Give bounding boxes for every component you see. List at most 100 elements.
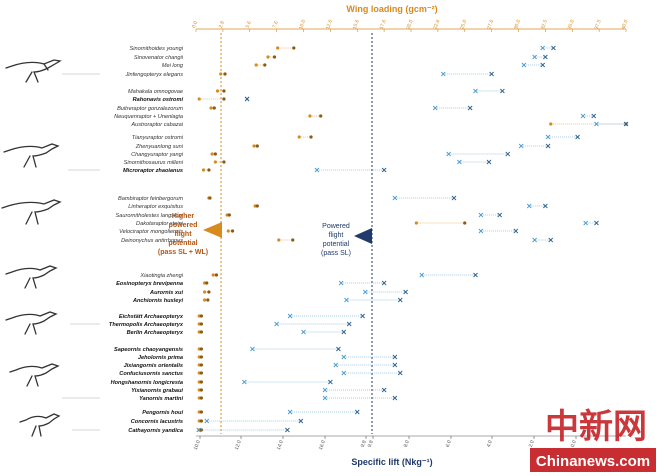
specific-lift-point-max <box>381 387 387 393</box>
specific-lift-point-min <box>526 203 532 209</box>
specific-lift-point-max <box>381 280 387 286</box>
top-tick-label: 27.6 <box>486 19 495 30</box>
specific-lift-point-max <box>397 370 403 376</box>
specific-lift-point-min <box>478 228 484 234</box>
specific-lift-point-max <box>486 159 492 165</box>
wing-loading-point-max <box>212 106 216 110</box>
specific-lift-point-max <box>505 151 511 157</box>
taxon-row: Sapeornis chaoyangensis <box>114 346 341 353</box>
bottom-tick-label: 16.0 <box>318 439 327 450</box>
wing-loading-point-max <box>291 238 295 242</box>
top-tick-label: 5.6 <box>245 20 253 29</box>
wing-loading-point-min <box>210 152 214 156</box>
taxon-name: Eichstätt Archaeopteryx <box>119 314 184 320</box>
wing-loading-point-max <box>222 97 226 101</box>
taxon-row: Microraptor zhaoianus <box>68 167 387 174</box>
annotation-line: potential <box>168 240 197 247</box>
taxon-name: Austroraptor cabazai <box>130 122 183 128</box>
taxon-row: Aurornis xui <box>149 289 408 296</box>
specific-lift-point-max <box>575 134 580 140</box>
watermark-english-text: Chinanews.com <box>536 453 650 470</box>
top-tick-label: 40.0 <box>621 19 630 30</box>
specific-lift-point-min <box>362 289 368 295</box>
wing-loading-point-max <box>199 314 203 318</box>
troodontid-silhouette-icon <box>5 59 62 83</box>
taxon-name: Sinovenator changii <box>134 55 184 61</box>
taxon-row: Cathayornis yandica <box>72 427 290 434</box>
taxon-row: Jinfengopteryx elegans <box>62 71 494 78</box>
taxon-row: Jeholornis prima <box>138 354 398 361</box>
specific-lift-point-min <box>521 62 527 68</box>
taxon-row: Thermopolis Archaeopteryx <box>70 321 352 328</box>
specific-lift-point-max <box>392 362 398 368</box>
annotation-line: Powered <box>322 223 350 230</box>
wing-loading-point-max <box>208 196 212 200</box>
specific-lift-point-min <box>532 237 537 243</box>
taxon-row: Anchiornis huxleyi <box>132 297 403 304</box>
wing-loading-point-min <box>226 229 230 233</box>
wing-loading-point-max <box>214 273 219 277</box>
wing-loading-arrow-icon <box>203 222 222 238</box>
dromaeosaur-2-silhouette-icon <box>1 199 62 225</box>
specific-lift-point-max <box>489 71 494 77</box>
wing-loading-point-max <box>230 229 235 233</box>
specific-lift-point-min <box>457 159 462 165</box>
top-tick-label: 17.6 <box>379 19 388 30</box>
taxon-row: Concornis lacustris <box>131 418 304 425</box>
taxa-rows: Sinornithoides youngi Sinovenator changii… <box>62 45 629 434</box>
wing-loading-point-max <box>309 135 313 139</box>
bottom-tick-label: 6.0 <box>445 439 453 448</box>
specific-lift-point-min <box>392 195 398 201</box>
taxon-row: Sinovenator changii <box>134 54 548 61</box>
top-tick-label: 35.0 <box>567 19 576 30</box>
bottom-tick-label: 0.0 <box>570 439 578 448</box>
specific-lift-potential-annotation: Powered flight potential (pass SL) <box>321 223 372 257</box>
specific-lift-point-max <box>623 121 629 127</box>
watermark-chinese-text: 中新网 <box>545 407 647 447</box>
taxon-row: Yixianornis grabaui <box>131 387 387 394</box>
taxon-name: Buitreraptor gonzalezorum <box>117 106 183 112</box>
wing-loading-point-max <box>255 144 259 148</box>
taxon-row: Buitreraptor gonzalezorum <box>117 105 473 112</box>
taxon-name: Jixiangornis orientalis <box>124 363 183 369</box>
wing-loading-point-min <box>197 97 201 101</box>
taxon-row: Xiaotingia zhengi <box>139 272 478 279</box>
bottom-tick-label: 8.0 <box>403 439 411 448</box>
specific-lift-point-min <box>532 54 537 60</box>
specific-lift-point-max <box>543 54 548 60</box>
bottom-tick-label: 9.8 <box>367 439 375 448</box>
taxon-name: Sinornithoides youngi <box>130 46 184 52</box>
wing-loading-point-min <box>213 160 217 164</box>
taxon-name: Aurornis xui <box>149 290 183 296</box>
specific-lift-point-max <box>545 143 551 149</box>
wing-loading-point-max <box>263 63 267 67</box>
wing-loading-point-max <box>463 221 467 225</box>
taxon-row: Yanornis martini <box>62 395 398 402</box>
specific-lift-point-max <box>591 113 597 119</box>
specific-lift-point-min <box>314 167 320 173</box>
specific-lift-point-max <box>551 45 556 51</box>
wing-loading-point-max <box>199 330 203 334</box>
taxon-row: Saurornitholestes langstoni <box>116 212 503 219</box>
specific-lift-point-min <box>540 45 546 51</box>
specific-lift-point-min <box>580 113 586 119</box>
wing-loading-point-min <box>308 114 312 118</box>
wing-loading-point-max <box>199 380 203 384</box>
specific-lift-point-min <box>341 370 347 376</box>
wing-loading-potential-annotation: Higher powered flight potential (pass SL… <box>158 213 222 256</box>
taxon-row: Tianyuraptor ostromi <box>132 134 580 141</box>
wing-loading-point-max <box>222 89 226 93</box>
specific-lift-point-max <box>497 212 503 218</box>
wing-loading-point-max <box>199 388 203 392</box>
taxon-row: Velociraptor mongoliensis <box>119 228 519 235</box>
wing-loading-axis: Wing loading (gcm⁻²) 0.0 2.8 5.6 7.6 10.0 12.… <box>191 4 630 32</box>
specific-lift-axis-title: Specific lift (Nkg⁻¹) <box>351 457 432 467</box>
taxon-name: Eosinopteryx brevipenna <box>116 281 183 287</box>
taxon-row: Rahonavis ostromi <box>133 96 250 103</box>
specific-lift-point-max <box>328 379 333 385</box>
specific-lift-point-min <box>473 88 478 94</box>
specific-lift-point-max <box>473 272 478 278</box>
bottom-tick-label: 2.0 <box>528 439 536 448</box>
specific-lift-point-max <box>594 220 599 226</box>
taxon-row: Austroraptor cabazai <box>130 121 629 128</box>
